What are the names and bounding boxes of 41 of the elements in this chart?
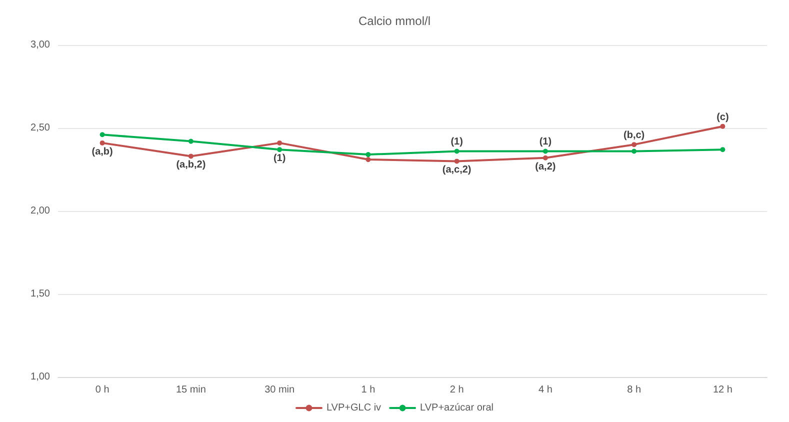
point (542, 155, 548, 160)
y-tick-label: 2,00 (30, 206, 50, 216)
point (632, 148, 637, 154)
annotation: (a,b,2) (176, 160, 206, 171)
point (277, 140, 282, 146)
point (100, 140, 105, 146)
annotation: (a,c,2) (442, 164, 472, 176)
point (720, 147, 726, 152)
point (188, 154, 194, 159)
y-tick-label: 2,50 (30, 122, 50, 134)
x-tick-label: 4 h (538, 384, 552, 396)
x-tick-label: 2 h (450, 384, 464, 396)
annotation: (1) (539, 136, 552, 148)
annotation: (1) (450, 136, 463, 148)
annotation: (a,b) (92, 146, 113, 158)
point (277, 147, 282, 152)
x-tick-label: 1 h (361, 384, 376, 396)
point (542, 148, 548, 154)
y-tick-label: 3,00 (30, 40, 50, 50)
x-tick-label: 8 h (627, 384, 642, 396)
x-tick-label: 30 min (264, 384, 295, 396)
point (720, 124, 726, 129)
point (454, 148, 460, 154)
point (366, 152, 371, 158)
x-tick-label: 15 min (176, 384, 206, 396)
x-tick-label: 12 h (712, 384, 732, 396)
x-tick-label: 0 h (95, 384, 110, 396)
point (188, 138, 194, 144)
annotation: (a,2) (535, 161, 556, 172)
chart-title: Calcio mmol/l (358, 14, 431, 28)
annotation: (b,c) (624, 130, 645, 142)
legend-label: LVP+GLC iv (326, 402, 382, 414)
y-tick-label: 1,50 (30, 288, 50, 300)
annotation: (c) (716, 112, 729, 123)
point (632, 142, 637, 148)
point (454, 158, 460, 164)
y-tick-label: 1,00 (30, 372, 50, 382)
point (100, 132, 105, 138)
legend-label: LVP+azúcar oral (420, 402, 494, 414)
annotation: (1) (273, 153, 286, 164)
point (366, 157, 371, 162)
